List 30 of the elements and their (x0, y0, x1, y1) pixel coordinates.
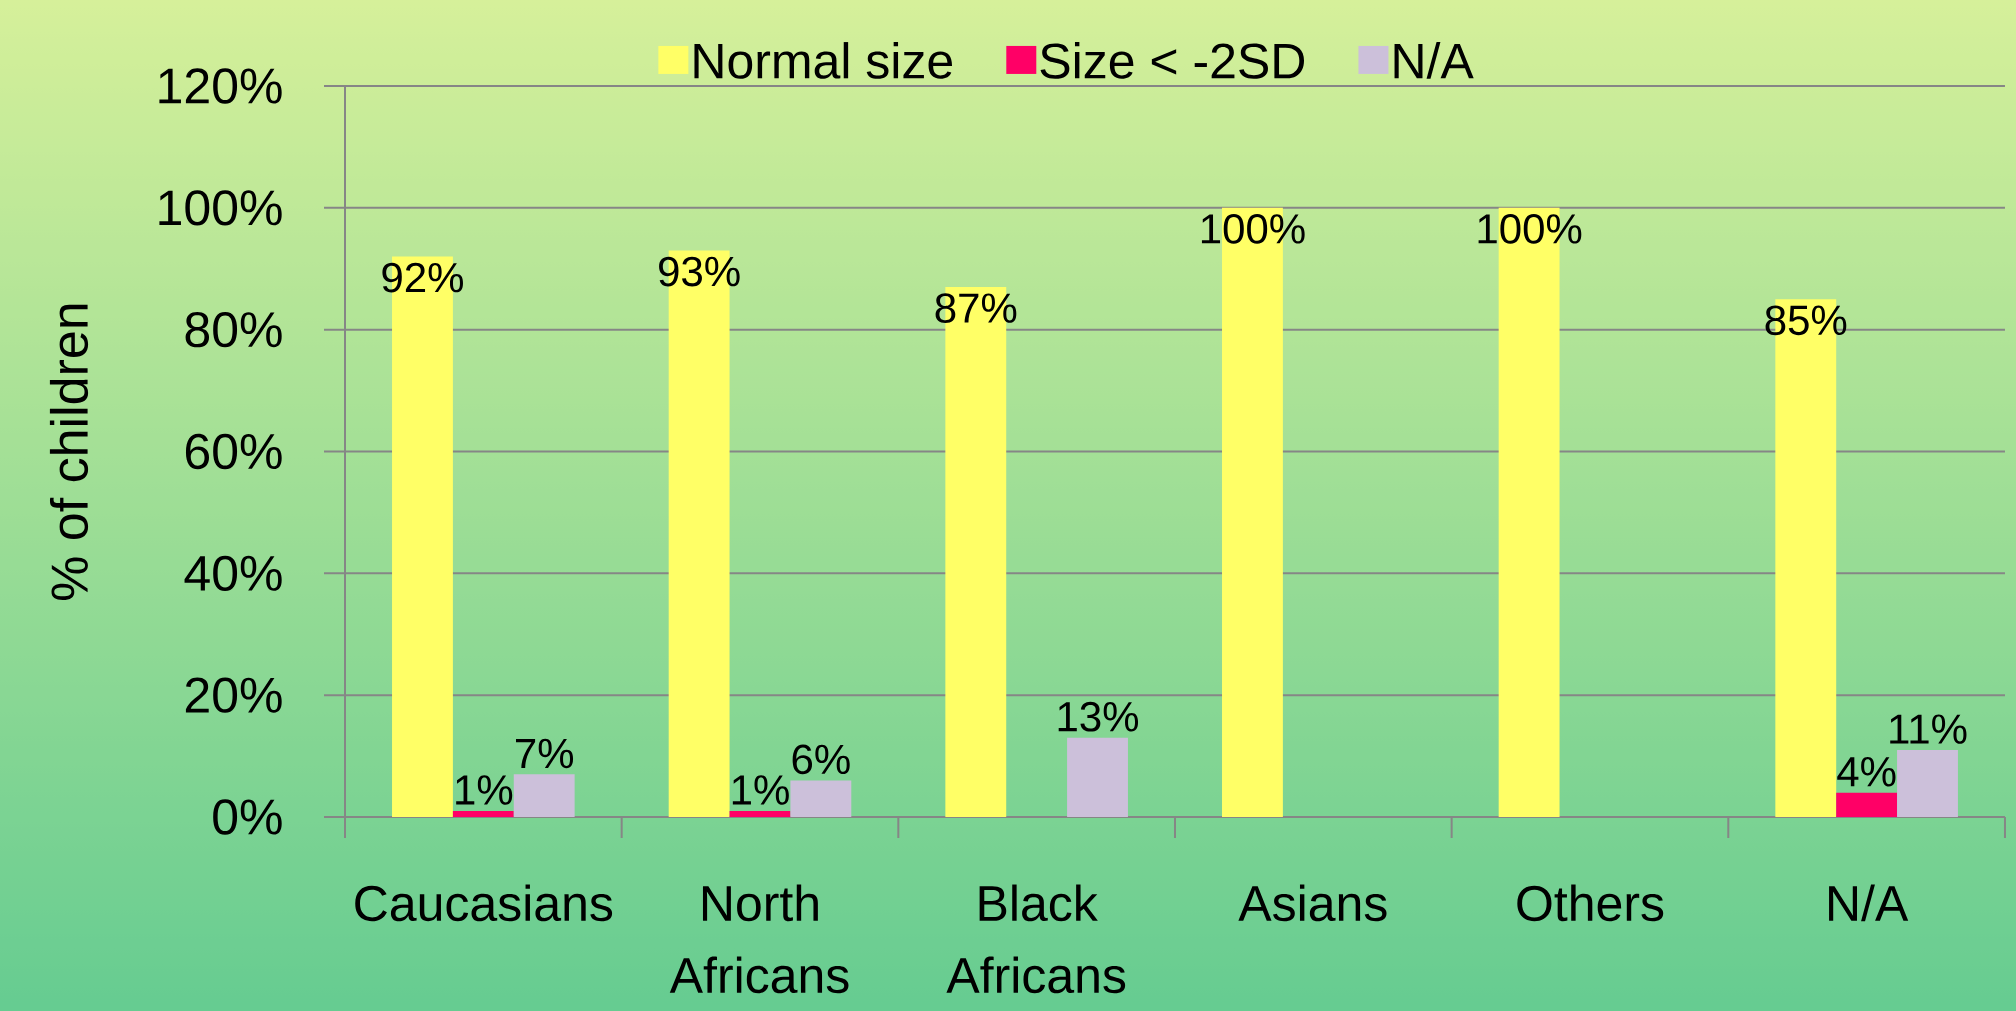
legend-label: Size < -2SD (1040, 42, 1305, 79)
x-tick-label: Asians (1238, 884, 1387, 922)
data-label: 6% (792, 744, 850, 775)
data-label: 87% (935, 293, 1017, 323)
y-tick-label: 60% (185, 433, 282, 470)
x-tick-label: Others (1517, 884, 1664, 922)
y-axis-title: % of children (49, 304, 89, 600)
data-label: 13% (1058, 701, 1139, 732)
x-tick-label: North Africans (669, 884, 849, 994)
x-tick-label: Black Africans (946, 884, 1126, 994)
y-tick-label: 40% (184, 555, 282, 592)
data-label: 4% (1837, 757, 1896, 787)
data-label: 92% (382, 262, 463, 293)
data-label: 100% (1201, 214, 1305, 244)
y-tick-label: 80% (185, 311, 282, 348)
y-tick-label: 20% (185, 677, 282, 713)
legend-label: N/A (1394, 42, 1474, 79)
data-label: 1% (732, 775, 789, 805)
x-tick-label: N/A (1829, 884, 1909, 922)
y-tick-label: 120% (159, 68, 282, 104)
y-tick-label: 100% (159, 190, 282, 226)
x-tick-label: Caucasians (355, 884, 613, 922)
legend-label: Normal size (694, 42, 953, 79)
data-label: 93% (659, 256, 740, 287)
y-tick-label: 0% (213, 799, 282, 835)
data-label: 85% (1765, 305, 1847, 336)
data-label: 7% (516, 738, 574, 769)
data-label: 100% (1478, 214, 1582, 244)
data-label: 11% (1890, 714, 1967, 744)
data-label: 1% (456, 775, 513, 805)
